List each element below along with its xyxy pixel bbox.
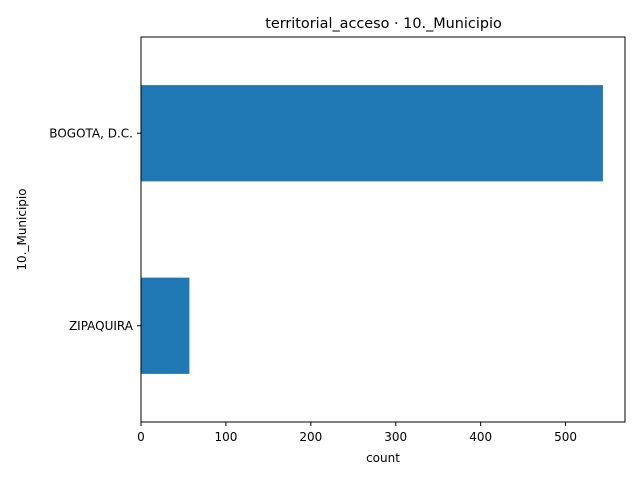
- x-tick-label: 500: [554, 430, 577, 444]
- plot-frame: [140, 36, 626, 423]
- y-axis: BOGOTA, D.C. ZIPAQUIRA: [49, 126, 141, 333]
- y-tick-label: ZIPAQUIRA: [69, 319, 134, 333]
- x-tick-label: 100: [214, 430, 237, 444]
- bar-0: [141, 85, 603, 182]
- x-axis-label: count: [366, 451, 400, 465]
- x-tick-label: 0: [137, 430, 145, 444]
- x-tick-label: 300: [384, 430, 407, 444]
- x-tick-label: 200: [299, 430, 322, 444]
- chart-title: territorial_acceso · 10._Municipio: [265, 16, 502, 32]
- x-tick-label: 400: [469, 430, 492, 444]
- bars-group: [141, 85, 603, 374]
- x-axis: 0 100 200 300 400 500: [137, 422, 577, 444]
- bar-1: [141, 277, 190, 374]
- y-tick-label: BOGOTA, D.C.: [49, 126, 133, 140]
- y-axis-label: 10._Municipio: [15, 188, 29, 270]
